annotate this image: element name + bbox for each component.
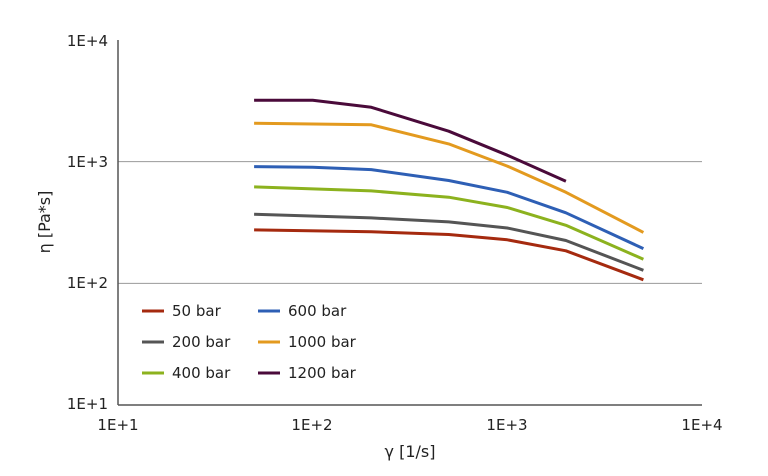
- y-tick-label: 1E+2: [67, 274, 108, 292]
- y-tick-label: 1E+3: [67, 153, 108, 171]
- x-tick-label: 1E+1: [97, 416, 138, 434]
- x-tick-label: 1E+3: [486, 416, 527, 434]
- y-tick-label: 1E+1: [67, 395, 108, 413]
- gridlines: [118, 161, 702, 284]
- x-tick-label: 1E+2: [291, 416, 332, 434]
- x-tick-label: 1E+4: [681, 416, 722, 434]
- series-line-400-bar: [254, 185, 645, 261]
- x-axis-title: γ [1/s]: [385, 442, 436, 461]
- series-line-1200-bar: [254, 98, 567, 183]
- legend-label: 1200 bar: [288, 364, 357, 382]
- series-line-1000-bar: [254, 121, 645, 234]
- axes: [117, 40, 702, 406]
- series-lines: [254, 98, 645, 282]
- legend: 50 bar 200 bar 400 bar 600 bar 1000 bar 1200 …: [142, 302, 357, 382]
- legend-label: 1000 bar: [288, 333, 357, 351]
- series-line-50-bar: [254, 228, 644, 282]
- legend-label: 600 bar: [288, 302, 347, 320]
- series-line-200-bar: [254, 212, 644, 272]
- legend-label: 200 bar: [172, 333, 231, 351]
- y-axis-title: η [Pa*s]: [35, 191, 54, 254]
- legend-label: 50 bar: [172, 302, 222, 320]
- legend-label: 400 bar: [172, 364, 231, 382]
- y-tick-label: 1E+4: [67, 32, 108, 50]
- y-tick-labels: 1E+4 1E+3 1E+2 1E+1: [67, 32, 108, 413]
- series-line-600-bar: [254, 165, 645, 250]
- x-tick-labels: 1E+1 1E+2 1E+3 1E+4: [97, 416, 722, 434]
